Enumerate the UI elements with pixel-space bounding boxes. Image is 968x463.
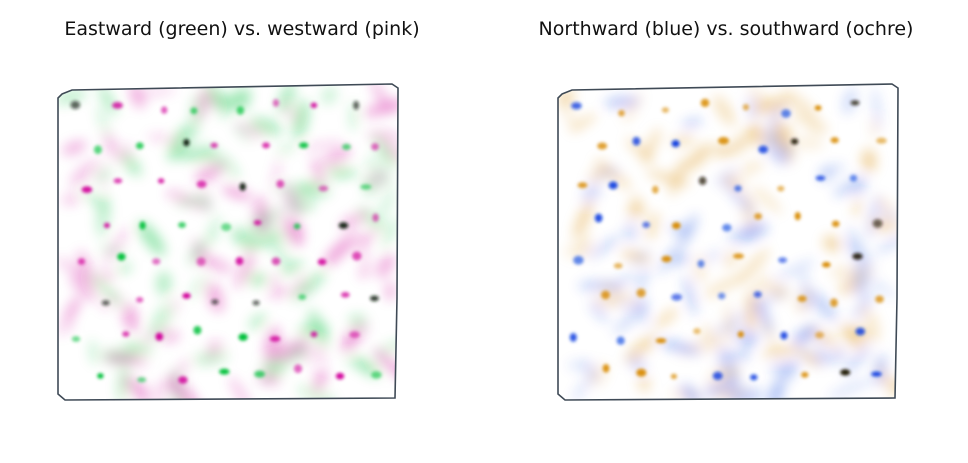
arena-outline — [557, 83, 899, 401]
panel-north-south: Northward (blue) vs. southward (ochre) — [484, 0, 968, 463]
panel-east-west: Eastward (green) vs. westward (pink) — [57, 18, 420, 401]
rate-map-north-south — [557, 83, 899, 401]
panel-title: Northward (blue) vs. southward (ochre) — [538, 18, 914, 40]
panel-title: Eastward (green) vs. westward (pink) — [64, 18, 420, 40]
rate-map-east-west — [57, 83, 399, 401]
arena-outline — [57, 83, 399, 401]
